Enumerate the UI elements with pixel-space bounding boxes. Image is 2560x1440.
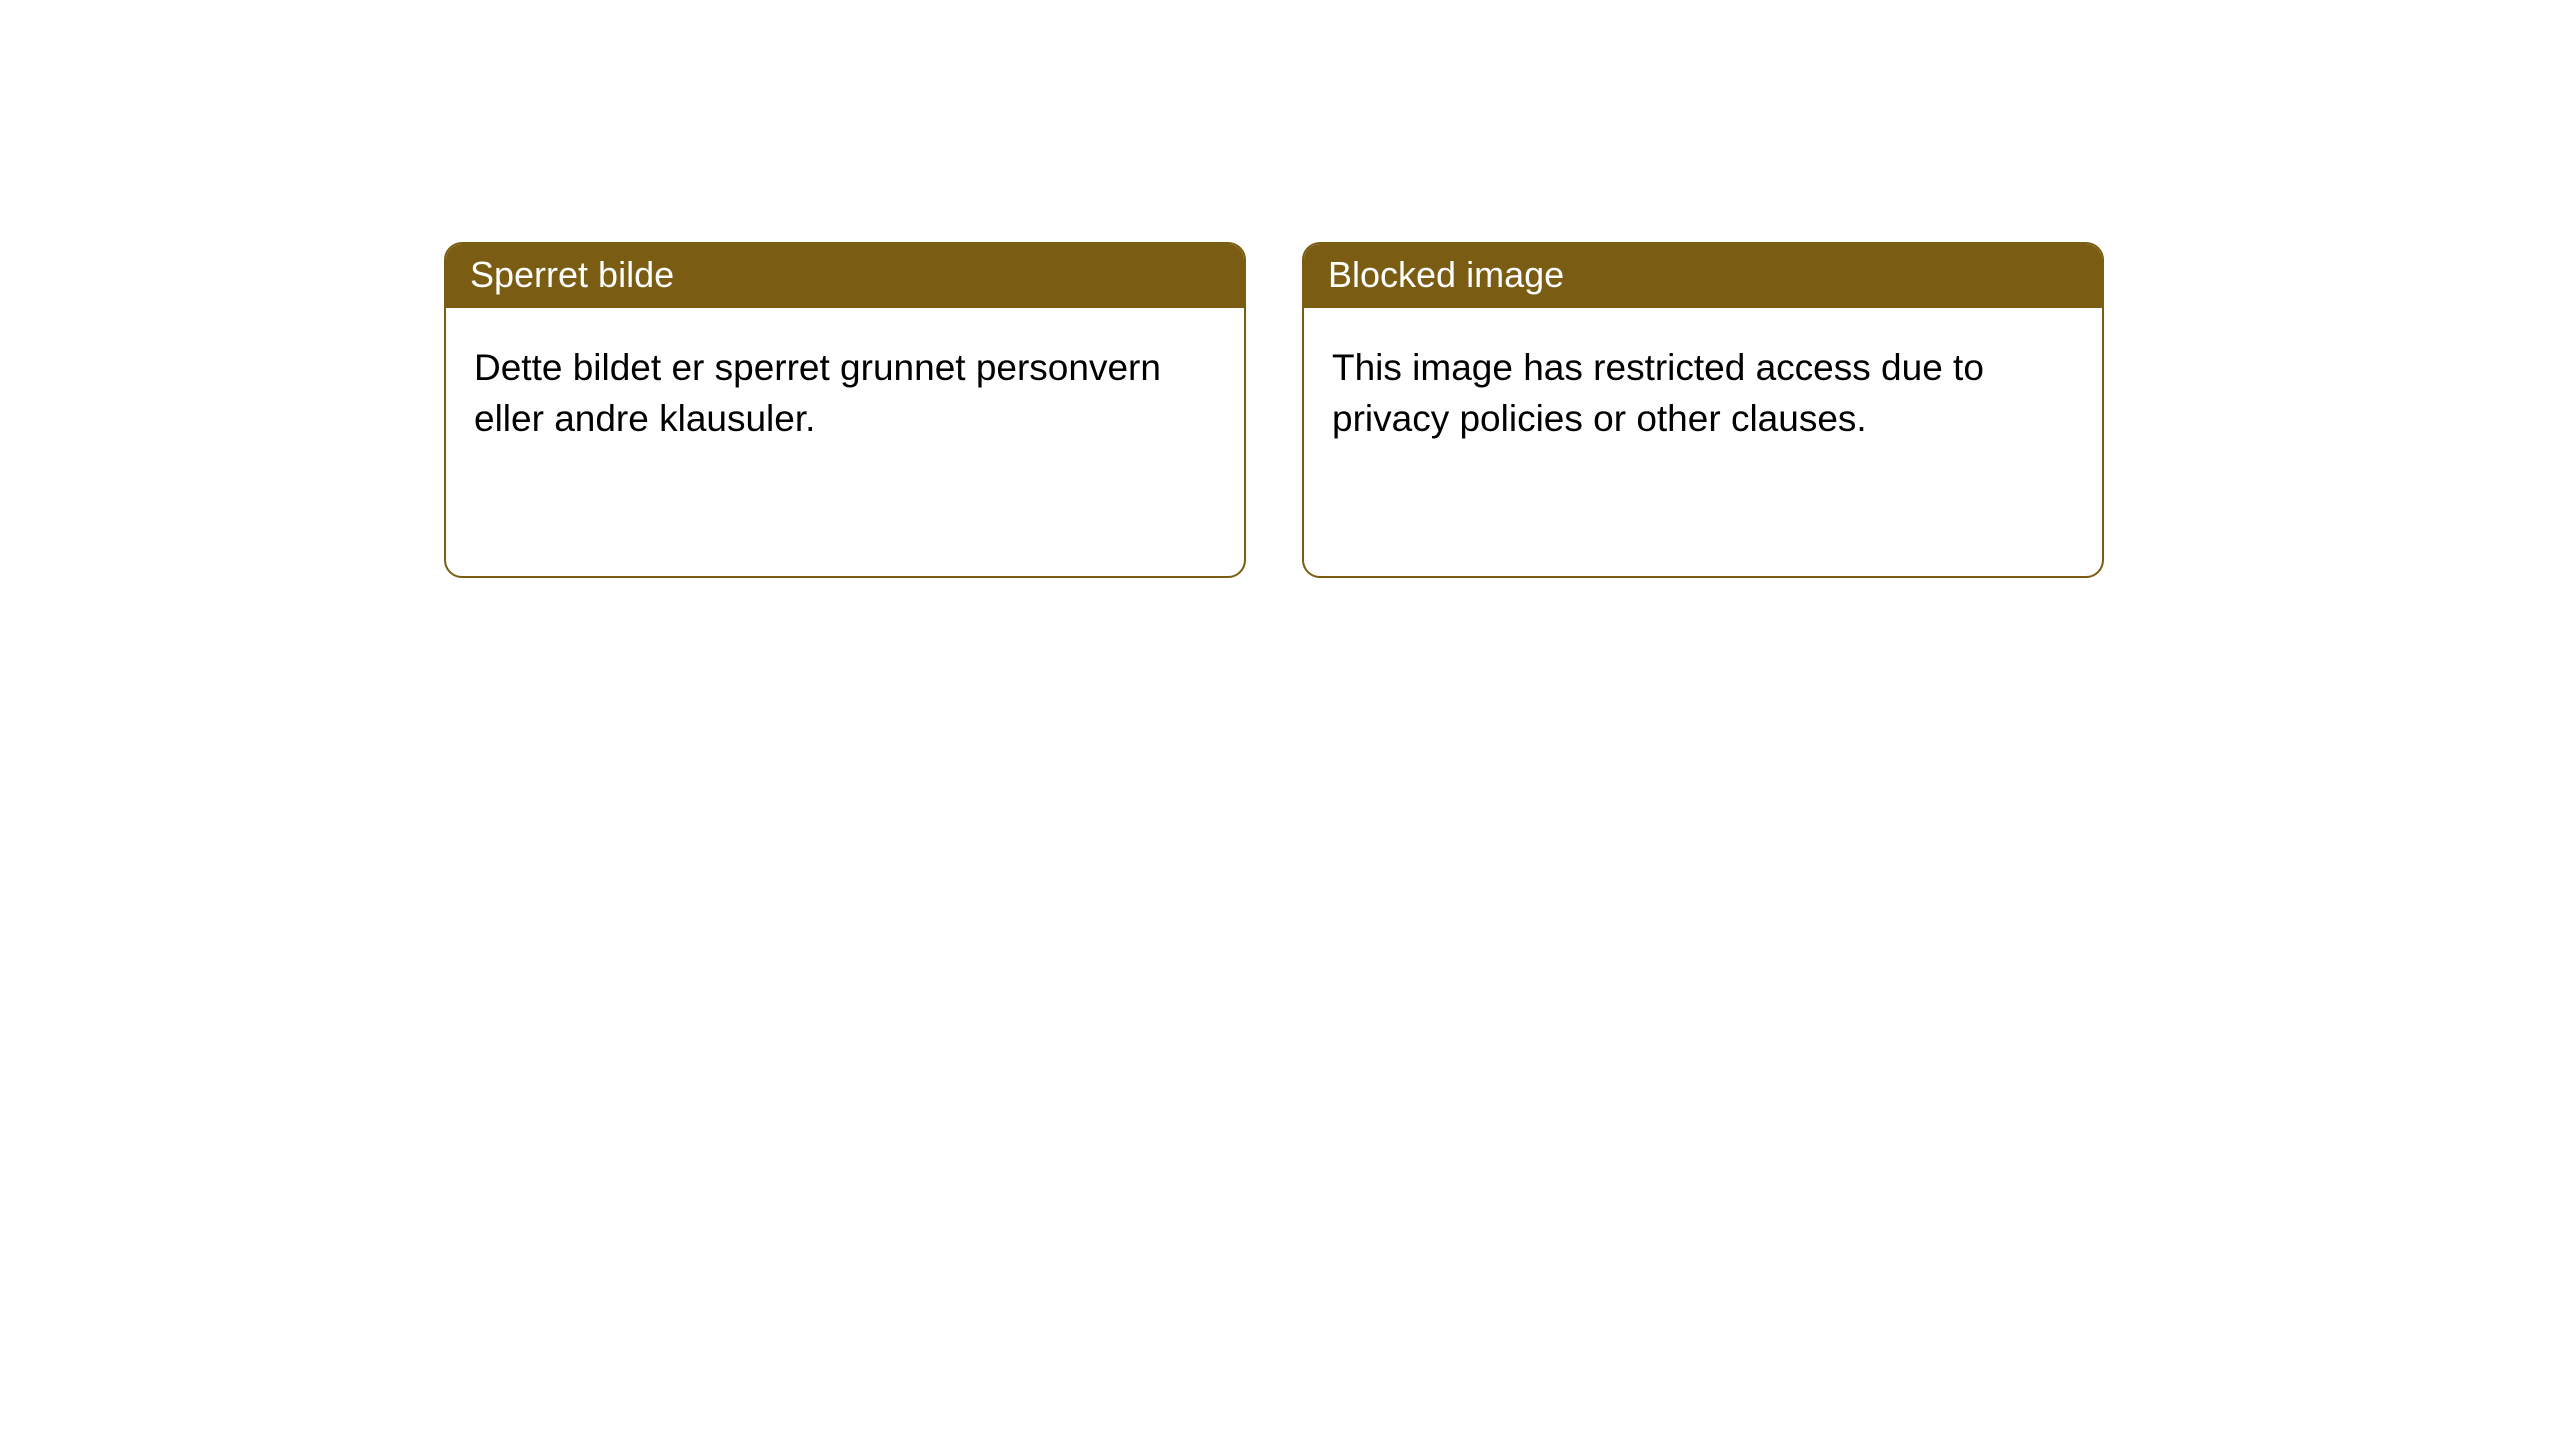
card-body: This image has restricted access due to … bbox=[1304, 308, 2102, 478]
card-header: Sperret bilde bbox=[446, 244, 1244, 308]
card-header: Blocked image bbox=[1304, 244, 2102, 308]
notice-card-norwegian: Sperret bilde Dette bildet er sperret gr… bbox=[444, 242, 1246, 578]
card-body-text: Dette bildet er sperret grunnet personve… bbox=[474, 347, 1161, 439]
card-body: Dette bildet er sperret grunnet personve… bbox=[446, 308, 1244, 478]
card-title: Sperret bilde bbox=[470, 254, 674, 295]
notice-container: Sperret bilde Dette bildet er sperret gr… bbox=[0, 0, 2560, 578]
card-body-text: This image has restricted access due to … bbox=[1332, 347, 1984, 439]
card-title: Blocked image bbox=[1328, 254, 1564, 295]
notice-card-english: Blocked image This image has restricted … bbox=[1302, 242, 2104, 578]
